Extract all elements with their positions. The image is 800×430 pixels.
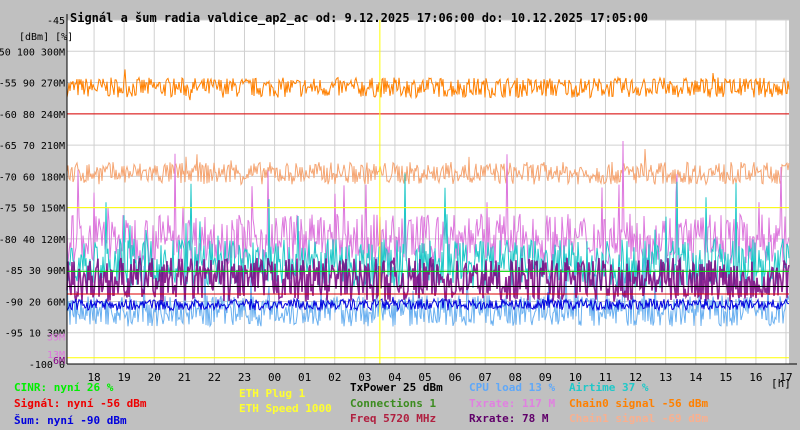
x-tick-label: 16 bbox=[749, 371, 762, 384]
legend-signal: Signál: nyní -56 dBm bbox=[14, 397, 147, 410]
series-cpu-load bbox=[66, 256, 790, 328]
legend-cinr: CINR: nyní 26 % bbox=[14, 381, 114, 394]
y-axis-label: [dBm] [%] bbox=[19, 32, 73, 43]
legend-connections: Connections 1 bbox=[350, 397, 437, 410]
rate-extra-label: 39M bbox=[47, 332, 65, 343]
x-tick-label: 12 bbox=[629, 371, 642, 384]
legend-eth-speed: ETH Speed 1000 bbox=[239, 402, 332, 415]
x-tick-label: 23 bbox=[238, 371, 251, 384]
y-tick-label: -80 40 120M bbox=[0, 235, 65, 246]
legend-cpu-load: CPU load 13 % bbox=[469, 381, 556, 394]
y-tick-label: -90 20 60M bbox=[5, 297, 65, 308]
x-tick-label: 09 bbox=[539, 371, 552, 384]
y-tick-label: -60 80 240M bbox=[0, 110, 65, 121]
y-tick-label: -65 70 210M bbox=[0, 141, 65, 152]
x-tick-label: 21 bbox=[178, 371, 191, 384]
y-tick-label: -50 100 300M bbox=[0, 47, 65, 58]
legend-rxrate: Rxrate: 78 M bbox=[469, 412, 549, 425]
x-tick-label: 04 bbox=[388, 371, 402, 384]
x-tick-label: 03 bbox=[358, 371, 371, 384]
x-tick-label: 11 bbox=[599, 371, 612, 384]
chart-title: Signál a šum radia valdice_ap2_ac od: 9.… bbox=[70, 11, 648, 26]
series-chain0-signal bbox=[66, 69, 790, 101]
x-axis-label: [h] bbox=[771, 377, 791, 390]
x-tick-label: 00 bbox=[268, 371, 281, 384]
y-tick-label: -55 90 270M bbox=[0, 79, 65, 90]
y-tick-label: -75 50 150M bbox=[0, 204, 65, 215]
legend-eth-plug: ETH Plug 1 bbox=[239, 387, 306, 400]
y-tick-label: -45 bbox=[47, 16, 65, 27]
x-tick-label: 01 bbox=[298, 371, 311, 384]
y-tick-label: -85 30 90M bbox=[5, 266, 65, 277]
x-tick-label: 02 bbox=[328, 371, 341, 384]
y-tick-label: -95 10 30M bbox=[5, 329, 65, 340]
rate-extra-label: 13M bbox=[47, 350, 65, 361]
x-tick-label: 13 bbox=[659, 371, 672, 384]
x-tick-label: 07 bbox=[479, 371, 492, 384]
legend-txrate: Txrate: 117 M bbox=[469, 397, 556, 410]
series--um bbox=[66, 292, 789, 312]
x-tick-label: 06 bbox=[448, 371, 461, 384]
x-tick-label: 14 bbox=[689, 371, 703, 384]
legend-chain0: Chain0 signal -56 dBm bbox=[569, 397, 709, 410]
y-tick-label: -70 60 180M bbox=[0, 172, 65, 183]
x-tick-label: 20 bbox=[148, 371, 161, 384]
x-tick-label: 15 bbox=[719, 371, 732, 384]
x-tick-label: 18 bbox=[87, 371, 100, 384]
legend-airtime: Airtime 37 % bbox=[569, 381, 649, 394]
legend-chain1: Chain1 signal -69 dBm bbox=[569, 412, 709, 425]
x-tick-label: 22 bbox=[208, 371, 221, 384]
series-rxrate bbox=[66, 256, 790, 302]
rate-extra-label: 6M bbox=[53, 356, 65, 367]
legend-freq: Freq 5720 MHz bbox=[350, 412, 437, 425]
y-tick-label: -100 0 bbox=[29, 360, 65, 371]
legend-noise: Šum: nyní -90 dBm bbox=[14, 414, 127, 427]
x-tick-label: 17 bbox=[779, 371, 792, 384]
x-tick-label: 19 bbox=[118, 371, 131, 384]
x-tick-label: 05 bbox=[418, 371, 431, 384]
x-tick-label: 10 bbox=[569, 371, 582, 384]
series-chain1-signal bbox=[66, 148, 790, 186]
legend-txpower: TxPower 25 dBm bbox=[350, 381, 443, 394]
x-tick-label: 08 bbox=[509, 371, 522, 384]
